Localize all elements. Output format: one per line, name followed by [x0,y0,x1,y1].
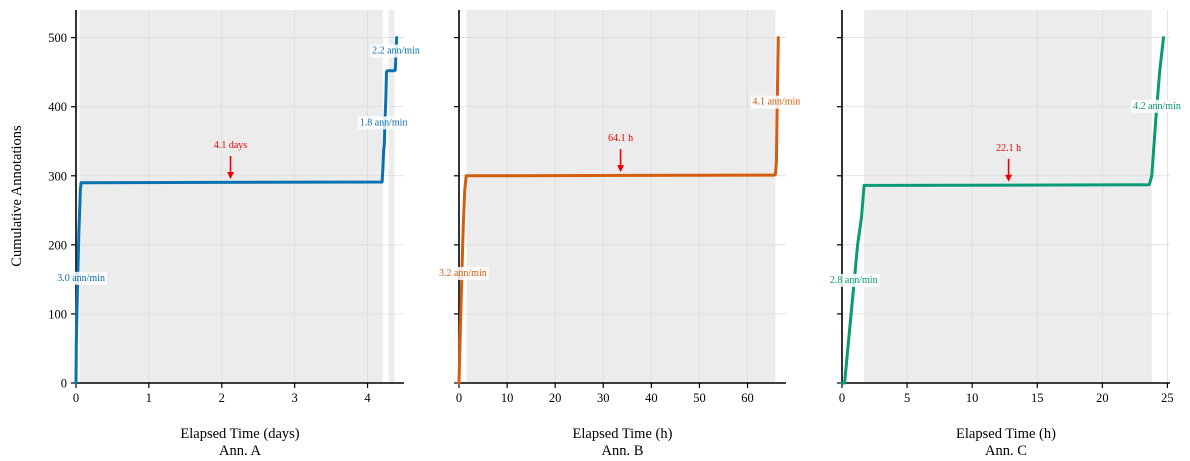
gap-label: 64.1 h [608,133,633,144]
rate-annotation: 2.8 ann/min [830,275,878,286]
rate-annotation: 1.8 ann/min [360,117,408,128]
rate-annotation: 4.1 ann/min [752,97,800,108]
rate-annotation: 3.0 ann/min [57,273,105,284]
y-tick-label: 400 [48,100,67,114]
x-tick-label: 20 [549,391,562,405]
x-tick-label: 40 [645,391,658,405]
rate-label-box [55,271,107,285]
x-tick-label: 1 [146,391,152,405]
x-tick-label: 10 [501,391,514,405]
chart-panel: 0 5 10 15 20 25 2.8 ann/min 4.2 ann/min 22.1 h El… [827,10,1183,459]
rate-label-box [827,273,880,287]
series-line [840,36,1165,385]
rate-label-box [357,116,410,130]
y-tick-label: 0 [61,377,67,391]
x-tick-label: 0 [839,391,845,405]
chart-panel: 0 1 2 3 4 0 100 200 300 400 500 3.0 ann/min 1.8 ann/… [48,10,422,459]
x-axis-label: Elapsed Time (h) [956,426,1056,442]
panel-name: Ann. A [219,443,261,459]
y-tick-label: 100 [48,307,67,321]
rate-annotation: 4.2 ann/min [1133,101,1181,112]
x-tick-label: 5 [904,391,910,405]
x-tick-label: 60 [741,391,754,405]
chart-panel: 0 10 20 30 40 50 60 3.2 ann/min 4.1 ann/min 64.1 … [436,10,803,459]
shaded-gap-region [388,10,395,383]
shaded-gap-region [864,10,1152,383]
x-tick-label: 4 [364,391,371,405]
rate-label-box [1131,99,1183,113]
x-axis-label: Elapsed Time (days) [180,426,299,442]
y-axis-label: Cumulative Annotations [9,125,25,267]
rate-annotation: 2.2 ann/min [372,46,420,57]
gap-arrow-head [617,165,625,173]
gap-label: 22.1 h [996,143,1021,154]
rate-annotation: 3.2 ann/min [439,268,487,279]
x-tick-label: 0 [456,391,462,405]
y-tick-label: 200 [48,238,67,252]
x-tick-label: 20 [1096,391,1109,405]
y-tick-label: 500 [48,31,67,45]
x-tick-label: 2 [219,391,225,405]
gap-label: 4.1 days [214,140,247,151]
shaded-gap-region [466,10,776,383]
x-tick-label: 0 [73,391,79,405]
series-line [457,36,780,385]
y-tick-label: 300 [48,169,67,183]
x-tick-label: 50 [693,391,706,405]
rate-label-box [436,266,489,280]
rate-label-box [370,44,422,58]
x-tick-label: 25 [1161,391,1174,405]
gap-arrow-head [227,171,235,179]
x-axis-label: Elapsed Time (h) [573,426,673,442]
x-tick-label: 3 [292,391,298,405]
shaded-gap-region [79,10,383,383]
x-tick-label: 30 [597,391,610,405]
x-tick-label: 15 [1031,391,1044,405]
gap-arrow-head [1005,174,1013,182]
x-tick-label: 10 [966,391,979,405]
panel-name: Ann. C [985,443,1027,459]
rate-label-box [750,95,803,109]
panel-name: Ann. B [602,443,644,459]
series-line [74,36,399,385]
